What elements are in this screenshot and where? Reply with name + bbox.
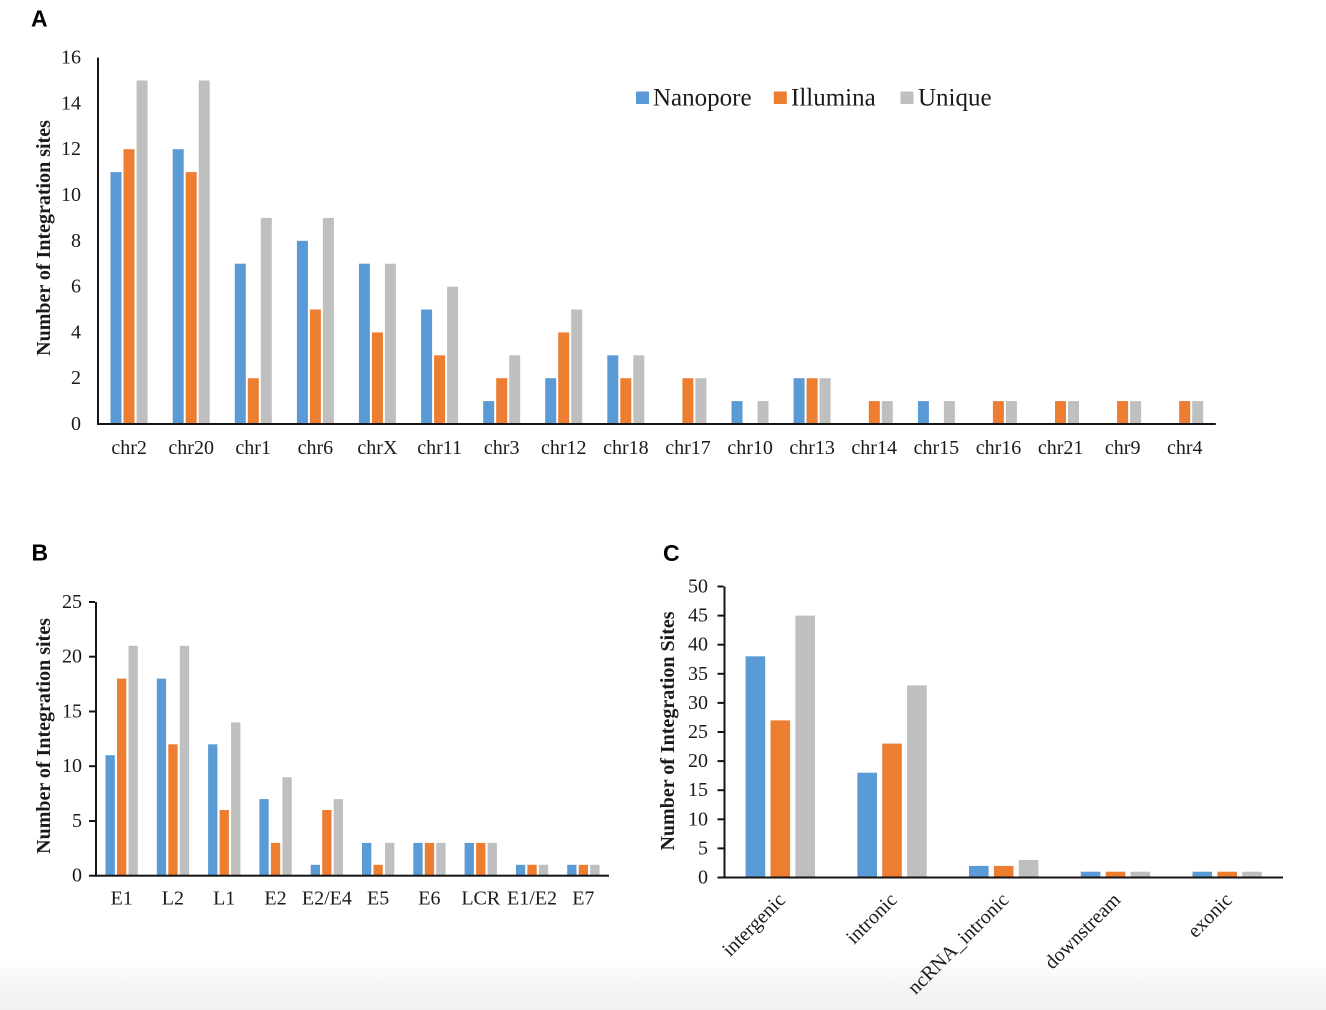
svg-text:chr14: chr14 [851,437,897,459]
svg-text:15: 15 [62,701,82,723]
svg-text:chr6: chr6 [298,437,334,459]
svg-text:E2: E2 [264,888,286,910]
svg-text:12: 12 [61,138,81,160]
svg-text:10: 10 [61,184,81,206]
svg-text:chr15: chr15 [914,437,960,459]
svg-text:0: 0 [72,865,82,887]
svg-text:chr2: chr2 [111,437,147,459]
svg-text:chr13: chr13 [789,437,835,459]
svg-text:40: 40 [688,634,708,656]
svg-text:chr20: chr20 [168,437,214,459]
svg-text:25: 25 [62,591,82,613]
svg-text:E6: E6 [418,888,440,910]
svg-text:5: 5 [72,810,82,832]
svg-text:chr17: chr17 [665,437,711,459]
svg-text:20: 20 [62,646,82,668]
svg-text:chr4: chr4 [1167,437,1203,459]
svg-text:10: 10 [62,755,82,777]
svg-text:Nanopore: Nanopore [653,85,752,112]
svg-text:chr3: chr3 [484,437,520,459]
svg-text:0: 0 [71,413,81,435]
svg-text:35: 35 [688,663,708,685]
svg-text:4: 4 [71,321,81,343]
svg-text:Number of Integration sites: Number of Integration sites [33,120,55,356]
svg-text:E1: E1 [111,888,133,910]
svg-text:chr21: chr21 [1038,437,1084,459]
svg-text:exonic: exonic [1183,889,1236,942]
svg-text:Number of Integration sites: Number of Integration sites [33,618,55,854]
svg-text:downstream: downstream [1040,889,1125,974]
svg-text:A: A [31,5,48,31]
svg-text:chr18: chr18 [603,437,649,459]
svg-text:ncRNA_intronic: ncRNA_intronic [904,889,1014,999]
svg-text:5: 5 [698,837,708,859]
svg-text:B: B [32,540,49,566]
svg-text:2: 2 [71,367,81,389]
svg-text:6: 6 [71,276,81,298]
svg-text:15: 15 [688,779,708,801]
svg-text:10: 10 [688,808,708,830]
svg-text:50: 50 [688,576,708,598]
svg-text:intronic: intronic [842,889,902,949]
svg-text:E2/E4: E2/E4 [302,888,352,910]
svg-text:Illumina: Illumina [791,85,876,112]
svg-text:25: 25 [688,721,708,743]
svg-text:chr9: chr9 [1105,437,1141,459]
svg-text:0: 0 [698,867,708,889]
svg-text:14: 14 [61,92,81,114]
svg-text:C: C [663,540,680,566]
svg-text:L2: L2 [162,888,184,910]
svg-text:45: 45 [688,605,708,627]
svg-text:chr10: chr10 [727,437,773,459]
svg-text:16: 16 [61,47,81,69]
svg-text:30: 30 [688,692,708,714]
svg-text:chr16: chr16 [976,437,1022,459]
svg-text:LCR: LCR [461,888,501,910]
svg-text:chr1: chr1 [235,437,271,459]
svg-text:E7: E7 [572,888,594,910]
svg-text:chr11: chr11 [417,437,462,459]
svg-text:L1: L1 [213,888,235,910]
svg-text:chr12: chr12 [541,437,587,459]
svg-text:Unique: Unique [918,85,992,112]
svg-text:Number of Integration Sites: Number of Integration Sites [657,611,679,850]
svg-text:intergenic: intergenic [718,889,790,961]
svg-text:20: 20 [688,750,708,772]
svg-text:E1/E2: E1/E2 [507,888,557,910]
svg-text:E5: E5 [367,888,389,910]
svg-text:chrX: chrX [357,437,398,459]
svg-text:8: 8 [71,230,81,252]
